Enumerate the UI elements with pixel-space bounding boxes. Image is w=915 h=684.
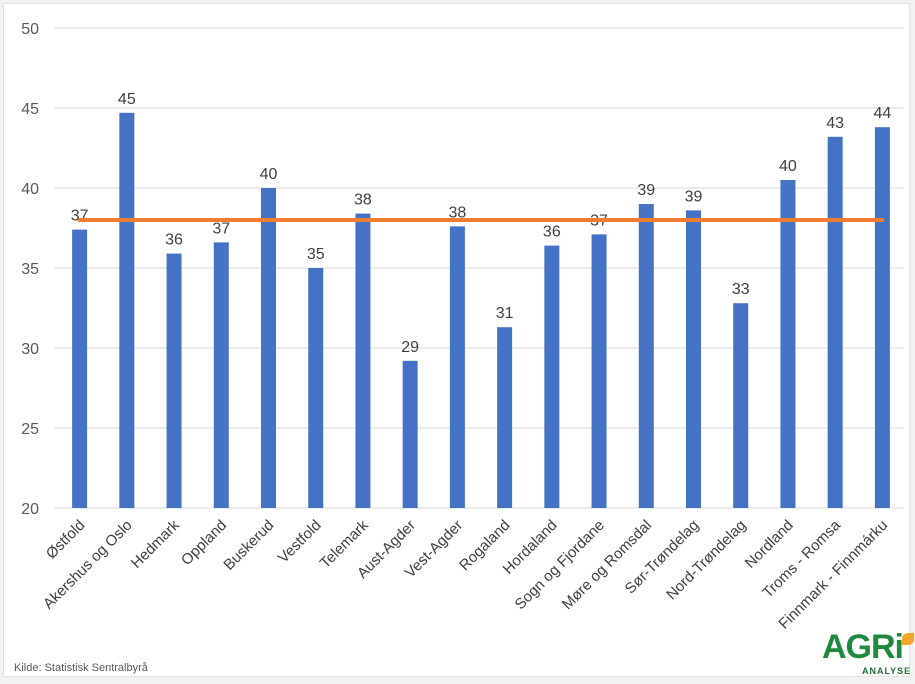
bar (166, 253, 182, 508)
data-label: 45 (118, 91, 136, 108)
agri-analyse-logo: AGRi ANALYSE (822, 628, 915, 684)
data-label: 44 (873, 105, 891, 122)
data-label: 36 (543, 224, 561, 241)
bar (591, 234, 607, 508)
data-label: 39 (637, 182, 655, 199)
data-label: 38 (354, 192, 372, 209)
chart-frame: 20 25 30 35 40 45 50 37 Østfold 45 Akershus og Osl… (3, 3, 914, 677)
bar (449, 226, 465, 508)
logo-sub-text: ANALYSE (862, 666, 912, 676)
y-tick-label: 50 (21, 21, 39, 38)
y-tick-label: 45 (21, 101, 39, 118)
bar (780, 180, 796, 508)
bar (261, 188, 276, 508)
bar (213, 242, 229, 508)
y-tick-label: 40 (21, 181, 39, 198)
data-label: 40 (260, 166, 278, 183)
bar (402, 360, 418, 508)
bar (497, 327, 513, 508)
data-label: 43 (826, 115, 844, 132)
data-label: 40 (779, 158, 797, 175)
bar (733, 303, 749, 508)
y-tick-label: 25 (21, 421, 39, 438)
data-label: 38 (448, 204, 466, 221)
data-label: 29 (401, 339, 419, 356)
y-tick-label: 35 (21, 261, 39, 278)
category-label: Møre og Romsdal (559, 517, 655, 613)
data-label: 39 (685, 188, 703, 205)
category-label: Sogn og Fjordane (512, 517, 608, 613)
bar-chart: 20 25 30 35 40 45 50 37 Østfold 45 Akershus og Osl… (21, 21, 904, 633)
bar (544, 245, 560, 508)
y-tick-label: 30 (21, 341, 39, 358)
leaf-icon (902, 633, 914, 645)
bar (355, 213, 371, 508)
category-label: Hedmark (128, 516, 183, 571)
data-label: 37 (71, 208, 89, 225)
category-label: Buskerud (220, 517, 277, 574)
bar (827, 136, 843, 509)
data-label: 35 (307, 246, 325, 263)
bar (638, 204, 654, 508)
y-tick-label: 20 (21, 501, 39, 518)
data-label: 31 (496, 305, 514, 322)
data-label: 33 (732, 281, 750, 298)
source-note: Kilde: Statistisk Sentralbyrå (14, 662, 148, 674)
logo-main-text: AGRi (822, 628, 904, 666)
data-label: 37 (212, 220, 230, 237)
bar (686, 210, 701, 508)
bar (874, 127, 890, 508)
bar (119, 112, 135, 509)
category-label: Akershus og Oslo (40, 517, 136, 613)
bar (308, 268, 324, 508)
bar (72, 229, 88, 508)
category-label: Østfold (43, 517, 89, 563)
data-label: 36 (165, 232, 183, 249)
